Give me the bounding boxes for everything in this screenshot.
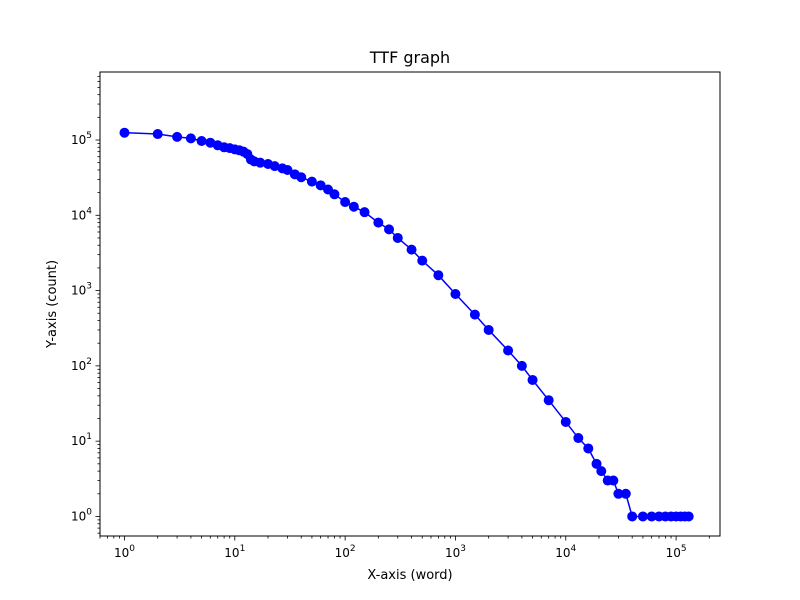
data-point (329, 189, 340, 200)
data-point (627, 511, 638, 522)
data-point (315, 180, 326, 191)
data-point (608, 475, 619, 486)
data-point (583, 443, 594, 454)
x-tick-label: 103 (445, 544, 466, 560)
data-point (543, 395, 554, 406)
data-point (596, 466, 607, 477)
data-point (119, 127, 130, 138)
x-tick-label: 100 (114, 544, 135, 560)
data-point (296, 172, 307, 183)
data-point (406, 244, 417, 255)
data-point (450, 289, 461, 300)
data-point (384, 224, 395, 235)
data-point (196, 135, 207, 146)
data-point (306, 176, 317, 187)
axes-layer: 100 101 102 103 104 105 100 101 102 103 104 105 (71, 75, 710, 560)
data-point (469, 309, 480, 320)
data-point (527, 374, 538, 385)
y-tick-label: 100 (71, 507, 92, 523)
data-point (483, 324, 494, 335)
data-point (573, 433, 584, 444)
data-point (683, 511, 694, 522)
chart-title: TTF graph (369, 48, 450, 67)
x-tick-label: 105 (666, 544, 687, 560)
data-point (359, 207, 370, 218)
data-point (516, 360, 527, 371)
y-tick-label: 101 (71, 432, 92, 448)
data-point (560, 416, 571, 427)
data-point (620, 488, 631, 499)
y-tick-label: 104 (71, 206, 92, 222)
data-point (373, 217, 384, 228)
data-point (185, 133, 196, 144)
data-point (503, 345, 514, 356)
data-point (348, 201, 359, 212)
x-axis-label: X-axis (word) (367, 568, 452, 583)
data-point (417, 255, 428, 266)
y-tick-label: 102 (71, 357, 92, 373)
series-layer (119, 127, 694, 522)
data-point (172, 131, 183, 142)
data-point (591, 458, 602, 469)
data-point (433, 270, 444, 281)
data-point (392, 232, 403, 243)
plot-frame (99, 71, 721, 537)
data-point (282, 164, 293, 175)
y-tick-label: 103 (71, 282, 92, 298)
x-tick-label: 102 (335, 544, 356, 560)
data-point (340, 197, 351, 208)
x-tick-label: 101 (224, 544, 245, 560)
data-point (637, 511, 648, 522)
x-tick-label: 104 (555, 544, 576, 560)
data-point (152, 129, 163, 140)
y-axis-label: Y-axis (count) (45, 260, 60, 349)
y-tick-label: 105 (71, 131, 92, 147)
